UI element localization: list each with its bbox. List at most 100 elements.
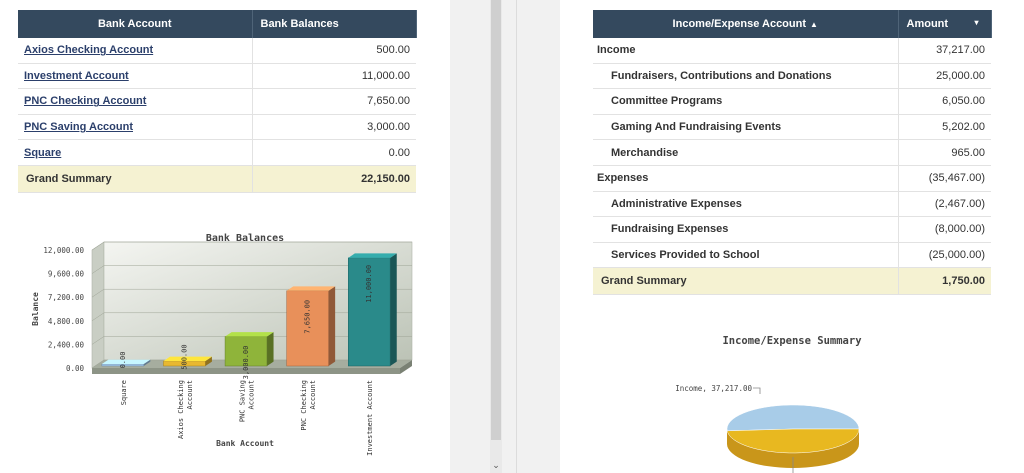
amount-cell: (8,000.00) — [897, 216, 991, 243]
axios-checking-link[interactable]: Axios Checking Account — [24, 44, 154, 57]
pnc-checking-link[interactable]: PNC Checking Account — [24, 95, 147, 108]
bar — [348, 257, 391, 367]
table-row: Investment Account 11,000.00 — [18, 63, 416, 90]
bank-account-header[interactable]: Bank Account — [18, 10, 253, 38]
amount-cell: 6,050.00 — [897, 88, 991, 115]
pie-side-expenses — [727, 429, 859, 468]
income-expense-table: Income/Expense Account ▲ Amount ▾ Income 3… — [593, 10, 992, 296]
account-label: Fundraising Expenses — [593, 216, 898, 243]
table-row: Expenses (35,467.00) — [593, 165, 991, 192]
account-label: Administrative Expenses — [593, 191, 898, 218]
chart-title: Bank Balances — [206, 233, 284, 244]
grand-summary-row: Grand Summary 1,750.00 — [593, 267, 991, 296]
account-label: Merchandise — [593, 139, 898, 166]
pie-chart-title: Income/Expense Summary — [722, 335, 862, 347]
amount-cell: (25,000.00) — [897, 242, 991, 269]
investment-account-link[interactable]: Investment Account — [24, 69, 129, 82]
balance-cell: 3,000.00 — [251, 114, 416, 141]
balance-cell: 11,000.00 — [251, 63, 416, 90]
bar-value-label: 0.00 — [119, 352, 127, 369]
grand-summary-row: Grand Summary 22,150.00 — [18, 165, 416, 193]
amount-cell: 5,202.00 — [897, 114, 991, 141]
y-axis-label: Balance — [31, 292, 40, 326]
table-row: Fundraisers, Contributions and Donations… — [593, 63, 991, 90]
table-row: Gaming And Fundraising Events 5,202.00 — [593, 114, 991, 141]
bar-value-label: 11,000.00 — [365, 265, 373, 303]
plot-floor-side — [400, 360, 412, 374]
pane-splitter: ⌄ — [450, 0, 560, 473]
grand-summary-value: 22,150.00 — [251, 165, 416, 193]
y-tick-label: 4,800.00 — [48, 317, 85, 326]
bar-side — [143, 359, 151, 366]
amount-cell: 965.00 — [897, 139, 991, 166]
table-row: Fundraising Expenses (8,000.00) — [593, 216, 991, 243]
amount-cell: (35,467.00) — [897, 165, 991, 192]
x-tick-label: Account — [309, 380, 317, 410]
table-row: Merchandise 965.00 — [593, 139, 991, 166]
square-link[interactable]: Square — [24, 146, 62, 159]
amount-cell: 25,000.00 — [897, 63, 991, 90]
income-expense-pie-chart: Income/Expense Summary Income, 37,217.00 — [675, 335, 862, 473]
table-row: Administrative Expenses (2,467.00) — [593, 191, 991, 218]
bank-balances-chart: Bank Balances Balance Bank Account 0.00 2… — [31, 233, 413, 456]
bar-top — [225, 332, 274, 337]
table-row: Square 0.00 — [18, 139, 416, 166]
plot-side-wall — [91, 241, 105, 369]
bank-balances-header[interactable]: Bank Balances — [252, 10, 417, 38]
account-label: Services Provided to School — [593, 242, 898, 269]
x-tick-label: Axios Checking — [177, 380, 185, 439]
sort-ascending-icon[interactable]: ▲ — [810, 20, 818, 29]
grand-summary-label: Grand Summary — [593, 267, 898, 296]
bar-top — [101, 359, 151, 364]
pie-slice-income — [726, 404, 860, 432]
left-pane: Bank Account Bank Balances Axios Checkin… — [0, 0, 450, 473]
bar-side — [390, 253, 397, 366]
plot-floor-front — [92, 368, 400, 374]
splitter-divider[interactable] — [516, 0, 517, 473]
income-expense-header[interactable]: Income/Expense Account ▲ — [593, 10, 899, 38]
account-label: Committee Programs — [593, 88, 898, 115]
pie-slice-expenses — [726, 428, 860, 454]
x-axis-label: Bank Account — [216, 439, 274, 448]
y-tick-label: 7,200.00 — [48, 293, 85, 302]
income-expense-header-label: Income/Expense Account — [672, 18, 807, 30]
gridline — [91, 241, 412, 251]
bar-top — [163, 356, 212, 362]
scroll-down-icon[interactable]: ⌄ — [492, 460, 500, 470]
income-leader-line — [753, 387, 761, 394]
income-table-header: Income/Expense Account ▲ Amount ▾ — [593, 10, 992, 38]
gridline — [91, 265, 412, 274]
table-row: Committee Programs 6,050.00 — [593, 88, 991, 115]
bar-top — [286, 286, 336, 291]
group-label-expenses: Expenses — [593, 165, 898, 192]
x-tick-label: Account — [186, 380, 194, 410]
bar-value-label: 500.00 — [180, 344, 188, 369]
y-tick-label: 9,600.00 — [48, 270, 85, 279]
x-tick-label: PNC Saving — [239, 380, 247, 422]
balance-cell: 7,650.00 — [251, 88, 416, 115]
grand-summary-value: 1,750.00 — [897, 267, 991, 296]
bar-top — [348, 253, 397, 258]
dropdown-caret-icon[interactable]: ▾ — [974, 18, 979, 27]
table-row: PNC Checking Account 7,650.00 — [18, 88, 416, 115]
bar-value-label: 7,650.00 — [304, 300, 312, 334]
right-pane: Income/Expense Account ▲ Amount ▾ Income 3… — [560, 0, 1024, 473]
scrollbar-thumb[interactable] — [491, 0, 501, 440]
table-row: PNC Saving Account 3,000.00 — [18, 114, 416, 141]
amount-cell: (2,467.00) — [897, 191, 991, 218]
pnc-saving-link[interactable]: PNC Saving Account — [24, 121, 133, 134]
amount-cell: 37,217.00 — [897, 38, 991, 64]
bar-side — [266, 332, 274, 366]
y-tick-label: 2,400.00 — [48, 340, 85, 349]
x-tick-label: Account — [248, 380, 256, 410]
y-tick-label: 12,000.00 — [43, 246, 84, 255]
x-tick-label: PNC Checking — [300, 380, 308, 431]
income-slice-label: Income, 37,217.00 — [675, 384, 752, 393]
account-label: Fundraisers, Contributions and Donations — [593, 63, 898, 90]
table-row: Axios Checking Account 500.00 — [18, 38, 416, 64]
bank-table-header: Bank Account Bank Balances — [18, 10, 417, 38]
balance-cell: 500.00 — [251, 38, 416, 64]
x-tick-label: Investment Account — [366, 380, 374, 456]
amount-header[interactable]: Amount ▾ — [898, 10, 992, 38]
group-label-income: Income — [593, 38, 898, 64]
